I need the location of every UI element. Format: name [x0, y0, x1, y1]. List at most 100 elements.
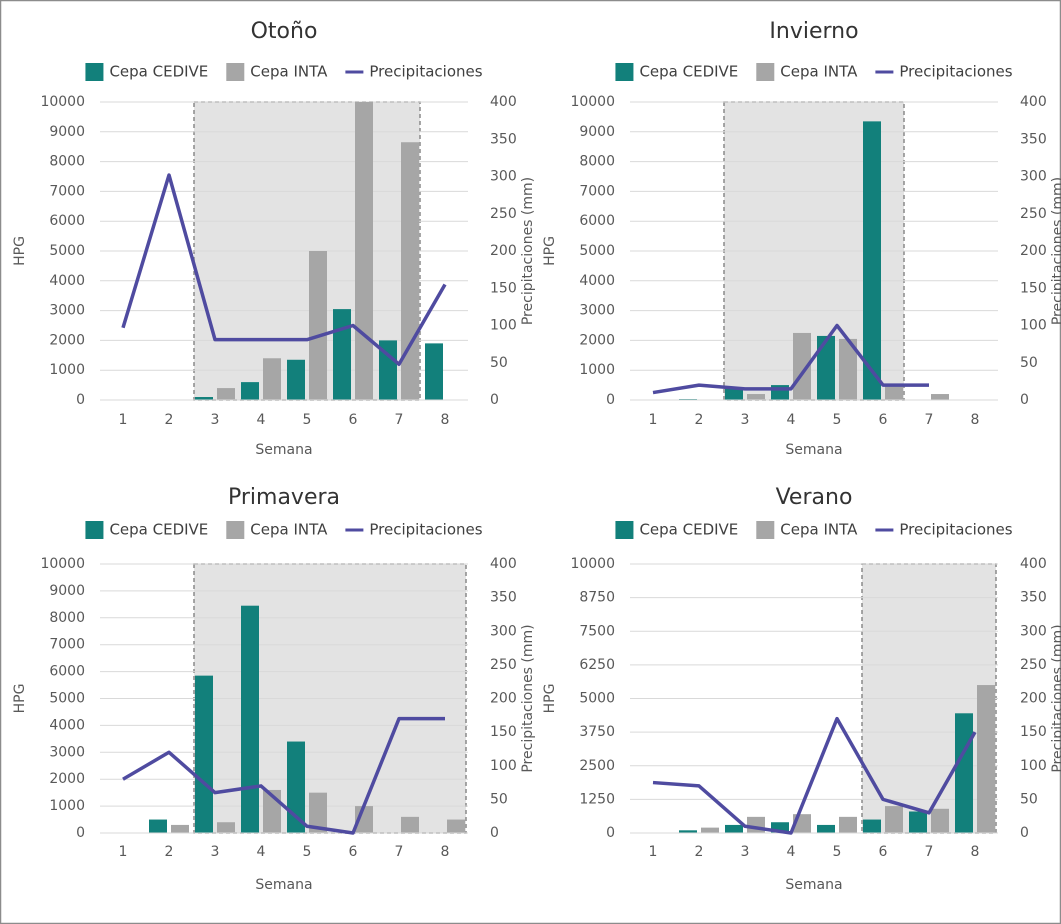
bar	[725, 388, 743, 400]
y-tick-label: 0	[606, 825, 615, 841]
y2-tick-label: 300	[1020, 623, 1047, 639]
bar	[817, 335, 835, 400]
y-tick-label: 7000	[49, 183, 85, 199]
y-tick-label: 5000	[49, 243, 85, 259]
y-axis-label: HPG	[12, 684, 28, 714]
y2-axis-label: Precipitaciones (mm)	[1050, 177, 1061, 325]
y2-tick-label: 400	[490, 556, 517, 572]
x-tick-label: 4	[257, 412, 266, 428]
x-tick-label: 8	[441, 412, 450, 428]
x-tick-label: 8	[971, 412, 980, 428]
legend-swatch	[226, 63, 245, 81]
y-tick-label: 8000	[49, 154, 85, 170]
y-axis-label: HPG	[542, 236, 558, 266]
y-tick-label: 4000	[49, 717, 85, 733]
y-tick-label: 0	[606, 392, 615, 408]
y2-tick-label: 400	[490, 94, 517, 110]
bar	[885, 386, 903, 400]
y2-tick-label: 0	[490, 825, 499, 841]
y-tick-label: 10000	[40, 556, 85, 572]
y-tick-label: 1250	[579, 791, 615, 807]
x-tick-label: 2	[695, 844, 704, 860]
bar	[379, 340, 397, 400]
y-tick-label: 3000	[579, 303, 615, 319]
bar	[701, 827, 719, 833]
bar	[817, 824, 835, 833]
x-tick-label: 6	[349, 844, 358, 860]
line-series	[652, 323, 929, 395]
bar	[839, 338, 857, 400]
y-tick-label: 5000	[579, 243, 615, 259]
bar	[263, 358, 281, 400]
legend-swatch	[615, 521, 634, 539]
chart-panel: Verano Cepa CEDIVE Cepa INTA Precipitacione…	[542, 485, 1061, 893]
chart-title: Otoño	[251, 19, 318, 44]
bar	[309, 251, 327, 400]
legend-swatch	[615, 63, 634, 81]
y-tick-label: 10000	[40, 94, 85, 110]
bar	[931, 394, 949, 400]
legend-swatch	[756, 63, 775, 81]
bar	[149, 819, 167, 833]
x-tick-label: 8	[971, 844, 980, 860]
legend-label: Precipitaciones	[899, 521, 1012, 539]
bar	[195, 397, 213, 400]
bar	[679, 830, 697, 833]
x-axis-label: Semana	[785, 442, 842, 458]
y-tick-label: 3750	[579, 724, 615, 740]
legend-label: Precipitaciones	[899, 63, 1012, 81]
bar	[171, 824, 189, 833]
y2-tick-label: 50	[490, 355, 508, 371]
y-tick-label: 1000	[579, 362, 615, 378]
x-tick-label: 6	[879, 844, 888, 860]
chart-title: Verano	[776, 485, 853, 510]
x-axis-label: Semana	[255, 442, 312, 458]
y-axis-label: HPG	[542, 684, 558, 714]
x-tick-label: 3	[741, 412, 750, 428]
legend-swatch	[226, 521, 245, 539]
y2-axis-label: Precipitaciones (mm)	[520, 624, 536, 772]
y-tick-label: 9000	[579, 124, 615, 140]
legend-label: Cepa INTA	[250, 521, 328, 539]
bar	[885, 806, 903, 833]
y-tick-label: 3000	[49, 744, 85, 760]
bar	[287, 741, 305, 833]
x-tick-label: 3	[211, 412, 220, 428]
line-series	[121, 173, 447, 366]
y2-tick-label: 200	[1020, 243, 1047, 259]
y2-tick-label: 300	[1020, 169, 1047, 185]
x-tick-label: 6	[349, 412, 358, 428]
legend-label: Precipitaciones	[369, 521, 482, 539]
x-axis-label: Semana	[255, 877, 312, 893]
chart-title: Invierno	[769, 19, 858, 44]
y2-tick-label: 50	[490, 791, 508, 807]
y-tick-label: 9000	[49, 124, 85, 140]
x-tick-label: 5	[303, 844, 312, 860]
x-tick-label: 1	[649, 412, 658, 428]
bar	[333, 309, 351, 400]
y2-tick-label: 350	[1020, 590, 1047, 606]
chart-panel: Otoño Cepa CEDIVE Cepa INTA Precipitaciones…	[12, 19, 536, 458]
y-tick-label: 8000	[49, 610, 85, 626]
legend-label: Cepa CEDIVE	[109, 63, 208, 81]
y2-axis-label: Precipitaciones (mm)	[520, 177, 536, 325]
x-tick-label: 2	[165, 844, 174, 860]
y2-tick-label: 250	[1020, 657, 1047, 673]
bar	[747, 816, 765, 833]
bar	[447, 819, 465, 833]
bar	[955, 713, 973, 833]
y2-tick-label: 0	[1020, 825, 1029, 841]
y2-tick-label: 300	[490, 623, 517, 639]
y-tick-label: 0	[76, 392, 85, 408]
y-tick-label: 10000	[570, 94, 615, 110]
y2-tick-label: 50	[1020, 791, 1038, 807]
legend-label: Cepa CEDIVE	[639, 521, 738, 539]
y-tick-label: 7000	[49, 637, 85, 653]
x-tick-label: 5	[303, 412, 312, 428]
bar	[309, 792, 327, 833]
y2-tick-label: 100	[490, 758, 517, 774]
x-axis-label: Semana	[785, 877, 842, 893]
y2-tick-label: 350	[490, 590, 517, 606]
y-tick-label: 2500	[579, 758, 615, 774]
